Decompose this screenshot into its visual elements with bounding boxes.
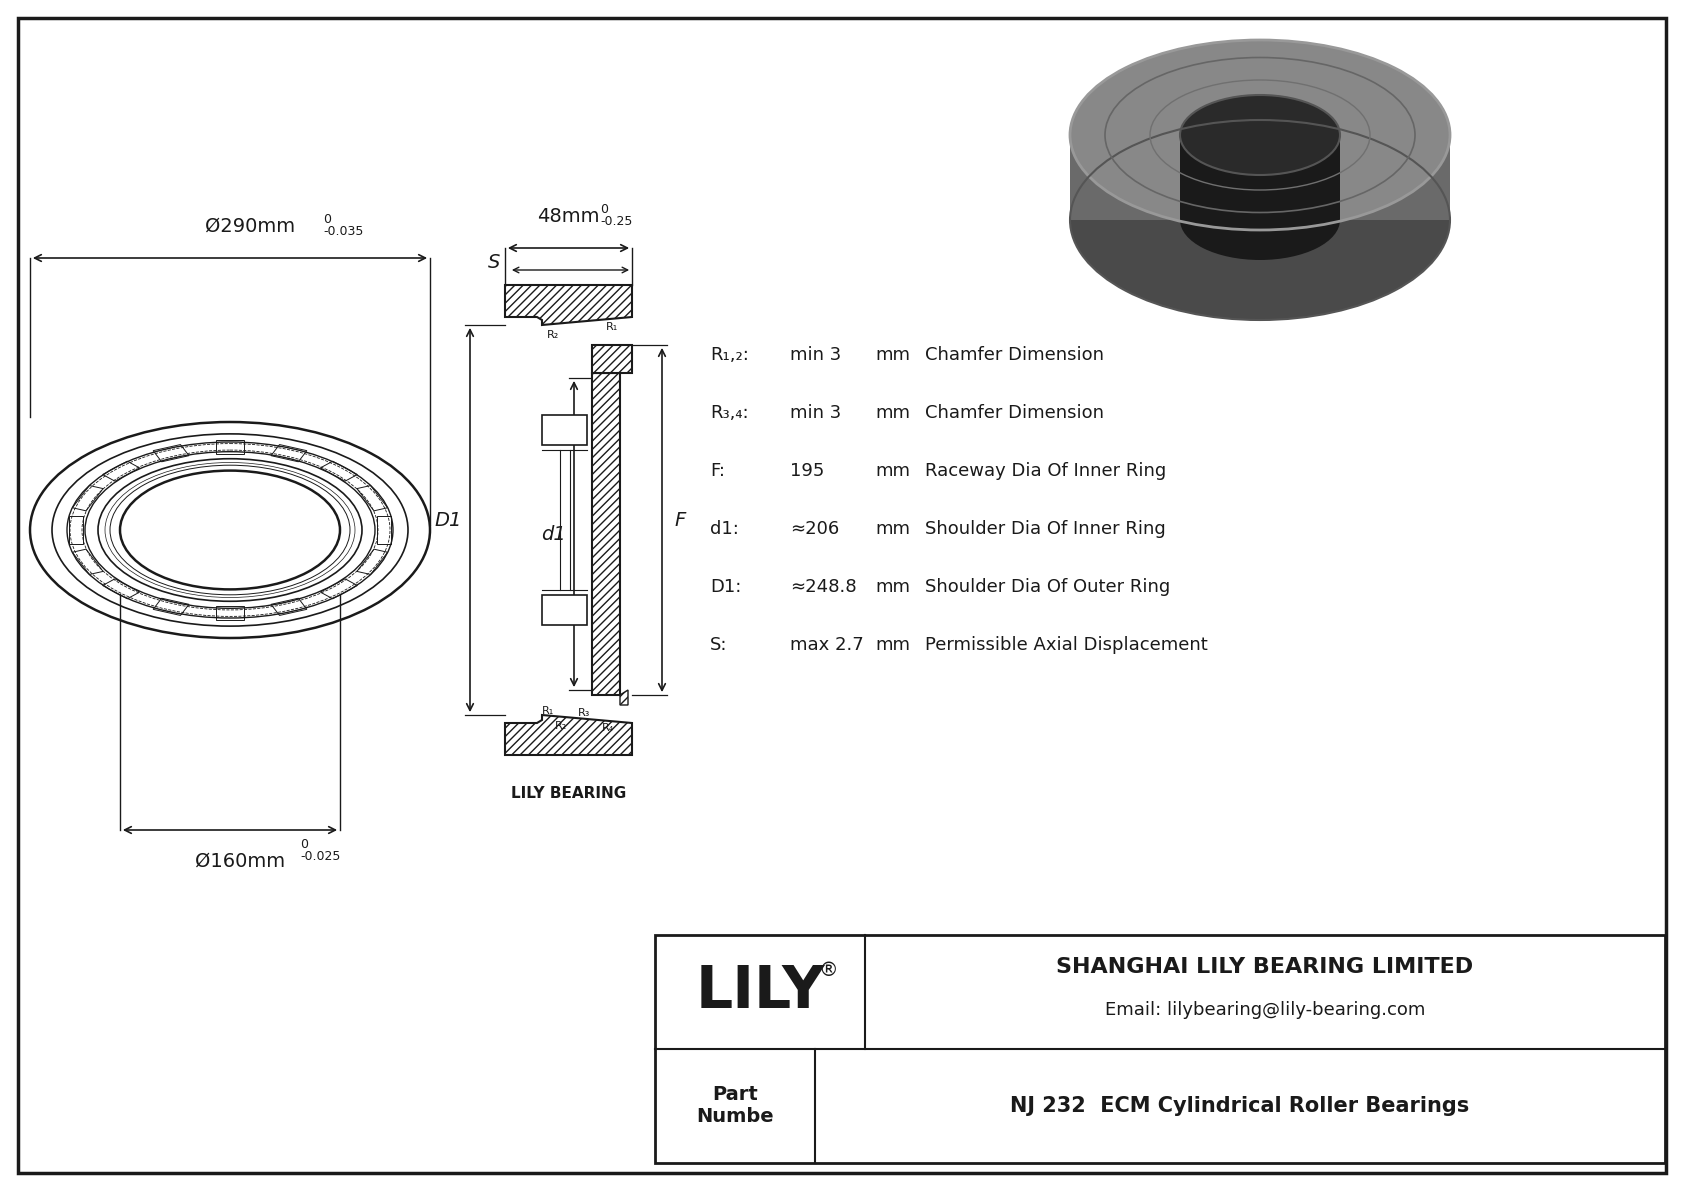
Text: Shoulder Dia Of Inner Ring: Shoulder Dia Of Inner Ring bbox=[925, 520, 1165, 538]
Text: LILY: LILY bbox=[695, 964, 825, 1021]
Text: Chamfer Dimension: Chamfer Dimension bbox=[925, 347, 1105, 364]
Bar bbox=[655, 935, 1665, 1162]
Text: -0.025: -0.025 bbox=[300, 850, 340, 863]
Text: mm: mm bbox=[876, 520, 909, 538]
Polygon shape bbox=[593, 373, 620, 696]
Text: Ø160mm: Ø160mm bbox=[195, 852, 285, 871]
Text: D1: D1 bbox=[434, 511, 461, 530]
Text: 48mm: 48mm bbox=[537, 207, 600, 226]
Text: Ø290mm: Ø290mm bbox=[205, 217, 295, 236]
Text: ≈248.8: ≈248.8 bbox=[790, 578, 857, 596]
Bar bbox=[542, 596, 588, 625]
Text: F:: F: bbox=[711, 462, 726, 480]
Text: R₂: R₂ bbox=[547, 330, 559, 339]
Text: F: F bbox=[674, 511, 685, 530]
Text: Shoulder Dia Of Outer Ring: Shoulder Dia Of Outer Ring bbox=[925, 578, 1170, 596]
Text: R₁: R₁ bbox=[606, 322, 618, 332]
Ellipse shape bbox=[1069, 120, 1450, 320]
Text: -0.035: -0.035 bbox=[323, 225, 364, 238]
Text: ≈206: ≈206 bbox=[790, 520, 839, 538]
Text: mm: mm bbox=[876, 578, 909, 596]
Text: min 3: min 3 bbox=[790, 347, 842, 364]
Polygon shape bbox=[620, 690, 628, 705]
Text: Part
Numbe: Part Numbe bbox=[695, 1085, 775, 1127]
Text: Permissible Axial Displacement: Permissible Axial Displacement bbox=[925, 636, 1207, 654]
Text: 0: 0 bbox=[601, 202, 608, 216]
Text: Chamfer Dimension: Chamfer Dimension bbox=[925, 404, 1105, 422]
Text: ®: ® bbox=[818, 960, 839, 979]
Polygon shape bbox=[505, 285, 632, 325]
Text: R₁: R₁ bbox=[542, 706, 554, 716]
Polygon shape bbox=[593, 345, 632, 373]
Ellipse shape bbox=[1180, 180, 1340, 260]
Text: S:: S: bbox=[711, 636, 727, 654]
Text: Email: lilybearing@lily-bearing.com: Email: lilybearing@lily-bearing.com bbox=[1105, 1000, 1425, 1019]
Text: -0.25: -0.25 bbox=[601, 216, 633, 227]
Text: LILY BEARING: LILY BEARING bbox=[510, 786, 626, 800]
Text: R₃: R₃ bbox=[578, 707, 589, 718]
Ellipse shape bbox=[1180, 95, 1340, 175]
Text: 195: 195 bbox=[790, 462, 825, 480]
Text: R₄: R₄ bbox=[601, 723, 615, 732]
Text: mm: mm bbox=[876, 636, 909, 654]
Text: Raceway Dia Of Inner Ring: Raceway Dia Of Inner Ring bbox=[925, 462, 1167, 480]
Text: R₃,₄:: R₃,₄: bbox=[711, 404, 749, 422]
Text: d1: d1 bbox=[541, 524, 566, 543]
Text: max 2.7: max 2.7 bbox=[790, 636, 864, 654]
Polygon shape bbox=[505, 715, 632, 755]
Ellipse shape bbox=[1069, 40, 1450, 230]
Text: R₂: R₂ bbox=[556, 721, 568, 731]
Bar bbox=[1069, 135, 1450, 220]
Text: d1:: d1: bbox=[711, 520, 739, 538]
Bar bbox=[542, 414, 588, 445]
Text: mm: mm bbox=[876, 404, 909, 422]
Bar bbox=[1180, 135, 1340, 220]
Text: min 3: min 3 bbox=[790, 404, 842, 422]
Text: D1:: D1: bbox=[711, 578, 741, 596]
Text: 0: 0 bbox=[300, 838, 308, 852]
Text: mm: mm bbox=[876, 462, 909, 480]
Text: mm: mm bbox=[876, 347, 909, 364]
Text: 0: 0 bbox=[323, 213, 332, 226]
Text: S: S bbox=[488, 252, 500, 272]
Text: NJ 232  ECM Cylindrical Roller Bearings: NJ 232 ECM Cylindrical Roller Bearings bbox=[1010, 1096, 1470, 1116]
Text: SHANGHAI LILY BEARING LIMITED: SHANGHAI LILY BEARING LIMITED bbox=[1056, 958, 1474, 977]
Text: R₁,₂:: R₁,₂: bbox=[711, 347, 749, 364]
